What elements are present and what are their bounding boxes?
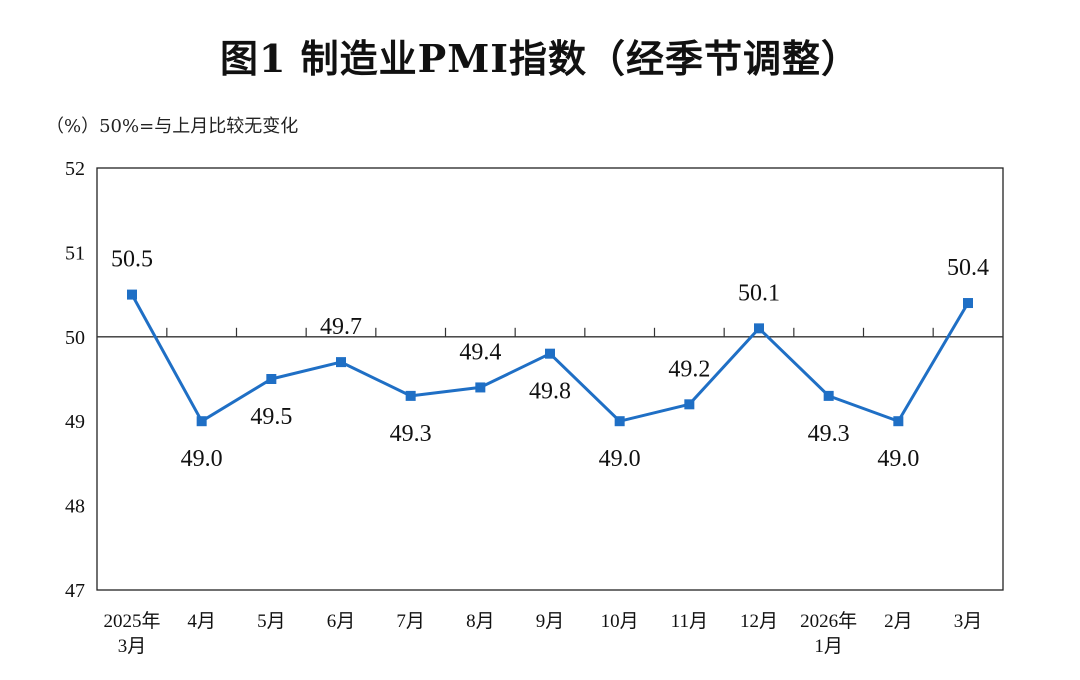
data-label: 49.8 — [529, 379, 571, 405]
data-point-marker — [754, 323, 764, 334]
data-point-marker — [127, 289, 137, 300]
data-label: 49.3 — [390, 421, 432, 447]
y-tick-label: 49 — [65, 411, 85, 433]
x-tick-label: 6月 — [327, 611, 356, 632]
x-tick-label: 4月 — [187, 611, 216, 632]
data-label: 49.0 — [181, 446, 223, 472]
data-point-marker — [684, 399, 695, 410]
x-tick-label: 11月 — [671, 611, 708, 632]
y-tick-label: 52 — [65, 158, 85, 180]
y-tick-label: 47 — [65, 580, 85, 602]
x-tick-label: 1月 — [814, 636, 843, 657]
y-tick-label: 48 — [65, 496, 85, 518]
y-tick-label: 51 — [65, 242, 85, 264]
y-tick-label: 50 — [65, 327, 85, 349]
data-label: 49.2 — [668, 356, 710, 382]
x-tick-label: 9月 — [536, 611, 565, 632]
x-tick-label: 5月 — [257, 611, 286, 632]
x-tick-label: 3月 — [118, 636, 147, 657]
data-label: 49.0 — [877, 446, 919, 472]
x-tick-label: 7月 — [396, 611, 425, 632]
data-label: 50.4 — [947, 255, 989, 281]
data-point-marker — [545, 348, 555, 359]
x-tick-label: 2月 — [884, 611, 913, 632]
x-tick-label: 2026年 — [800, 610, 857, 632]
data-label: 49.5 — [250, 404, 292, 430]
data-label: 49.4 — [459, 339, 501, 365]
chart-title: 图1 制造业PMI指数（经季节调整） — [219, 36, 861, 81]
plot-area-frame — [96, 167, 1004, 591]
x-tick-label: 8月 — [466, 611, 495, 632]
data-point-marker — [196, 416, 207, 427]
data-label: 49.7 — [320, 314, 362, 340]
data-point-marker — [963, 298, 973, 309]
x-tick-label: 10月 — [601, 611, 639, 632]
x-tick-label: 12月 — [740, 611, 778, 632]
data-point-marker — [823, 390, 834, 401]
data-label: 49.3 — [808, 421, 850, 447]
x-tick-label: 3月 — [954, 611, 983, 632]
data-label: 50.1 — [738, 280, 780, 306]
x-tick-label: 2025年 — [103, 610, 160, 632]
data-point-marker — [336, 357, 346, 368]
data-point-marker — [614, 416, 625, 427]
data-point-marker — [266, 374, 277, 384]
y-axis-unit-note: （%）50%=与上月比较无变化 — [46, 116, 299, 137]
data-point-marker — [893, 416, 904, 427]
data-point-marker — [475, 382, 486, 393]
data-point-marker — [405, 390, 416, 401]
data-label: 49.0 — [599, 446, 641, 472]
data-label: 50.5 — [111, 247, 153, 273]
